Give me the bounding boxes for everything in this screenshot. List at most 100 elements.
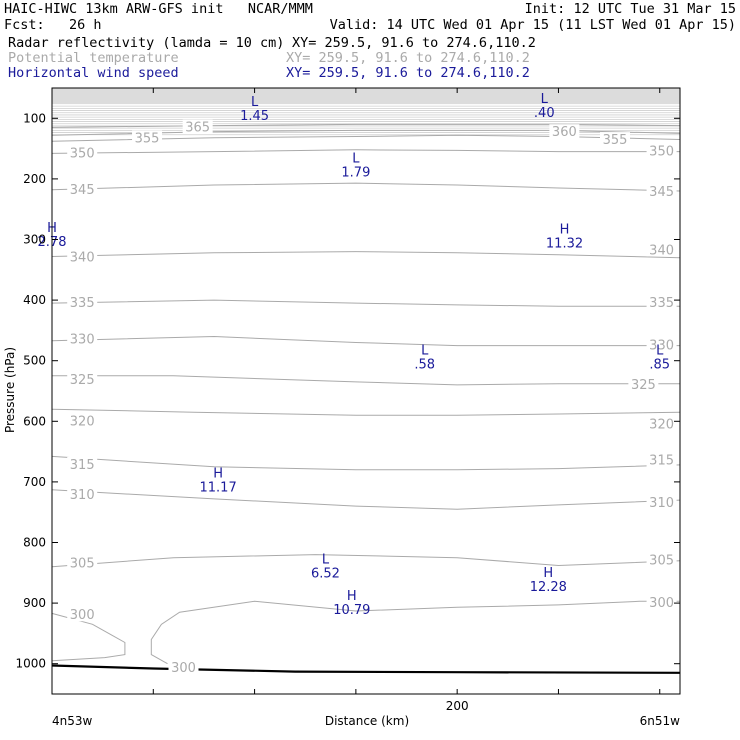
wind-extremum-type: L	[656, 344, 664, 359]
y-axis-label: Pressure (hPa)	[3, 347, 17, 433]
theta-label-bg	[67, 372, 98, 387]
field-wind-xy: XY= 259.5, 91.6 to 274.6,110.2	[286, 65, 530, 81]
theta-label-bg	[599, 132, 630, 147]
wind-extremum-type: H	[560, 222, 570, 237]
theta-label: 360	[552, 125, 577, 140]
wind-extremum-value: 11.17	[200, 481, 237, 496]
wind-extremum-type: L	[421, 344, 429, 359]
plot-frame	[51, 87, 681, 695]
y-tick-label: 1000	[15, 657, 46, 671]
wind-extremum-type: H	[347, 589, 357, 604]
isentrope-335	[51, 299, 680, 307]
theta-label-bg	[646, 337, 677, 352]
wind-extremum-value: 10.79	[333, 603, 370, 618]
theta-label-bg	[646, 242, 677, 257]
theta-label-bg	[549, 124, 580, 139]
field-theta-name: Potential temperature	[8, 50, 179, 66]
theta-label-bg	[628, 376, 659, 391]
y-tick-label: 100	[23, 111, 46, 125]
isentrope-345	[51, 182, 681, 192]
isentrope-340	[51, 251, 681, 259]
wind-extremum-value: 12.28	[530, 580, 567, 595]
theta-label: 320	[649, 417, 674, 432]
field-reflectivity-xy: XY= 259.5, 91.6 to 274.6,110.2	[292, 35, 536, 51]
theta-label-bg	[67, 487, 98, 502]
theta-label-bg	[646, 184, 677, 199]
wind-extremum-value: 1.45	[240, 109, 269, 124]
wind-extremum-type: H	[213, 467, 223, 482]
isentrope-315	[51, 455, 681, 471]
theta-label: 330	[70, 332, 95, 347]
theta-label: 350	[70, 146, 95, 161]
theta-label: 335	[70, 296, 95, 311]
theta-label: 355	[135, 131, 160, 146]
field-wind-name: Horizontal wind speed	[8, 65, 179, 81]
field-theta-xy: XY= 259.5, 91.6 to 274.6,110.2	[286, 50, 530, 66]
theta-label: 305	[649, 554, 674, 569]
theta-label-bg	[67, 555, 98, 570]
wind-extremum-value: .85	[649, 358, 670, 373]
isentrope-310	[51, 489, 681, 510]
theta-label: 325	[70, 373, 95, 388]
forecast-hour: Fcst: 26 h	[4, 17, 102, 33]
theta-label: 340	[649, 243, 674, 258]
isentrope-300	[51, 612, 126, 662]
y-tick-label: 600	[23, 414, 46, 428]
wind-extremum-type: L	[541, 92, 549, 107]
valid-time: Valid: 14 UTC Wed 01 Apr 15 (11 LST Wed …	[329, 17, 736, 33]
theta-label: 320	[70, 414, 95, 429]
theta-label: 350	[649, 145, 674, 160]
isentrope-305	[51, 554, 681, 568]
isentrope-300	[150, 600, 680, 665]
theta-label-bg	[646, 416, 677, 431]
model-title: HAIC-HIWC 13km ARW-GFS init NCAR/MMM	[4, 1, 313, 17]
theta-label-bg	[646, 552, 677, 567]
theta-label: 345	[649, 185, 674, 200]
x-tick-label: 200	[446, 699, 469, 713]
y-tick-label: 400	[23, 293, 46, 307]
theta-label: 365	[185, 120, 210, 135]
x-right-label: 6n51w	[640, 714, 681, 728]
wind-extremum-value: 6.52	[311, 567, 340, 582]
theta-label-bg	[67, 295, 98, 310]
wind-extremum-value: .40	[534, 106, 555, 121]
wind-extremum-value: 11.32	[546, 236, 583, 251]
theta-label: 315	[649, 454, 674, 469]
theta-label-bg	[168, 659, 199, 674]
isentrope-320	[51, 408, 681, 416]
wind-extremum-value: .58	[414, 358, 435, 373]
y-tick-label: 700	[23, 475, 46, 489]
theta-label-bg	[67, 607, 98, 622]
theta-label-bg	[132, 130, 163, 145]
theta-label: 325	[631, 378, 656, 393]
theta-label: 310	[70, 488, 95, 503]
init-time: Init: 12 UTC Tue 31 Mar 15	[524, 1, 736, 17]
field-reflectivity-name: Radar reflectivity (lamda = 10 cm)	[8, 35, 285, 51]
theta-label-bg	[67, 413, 98, 428]
theta-label: 310	[649, 496, 674, 511]
theta-label: 315	[70, 458, 95, 473]
wind-extremum-value: 1.79	[341, 166, 370, 181]
y-tick-label: 500	[23, 354, 46, 368]
y-tick-label: 300	[23, 233, 46, 247]
theta-label-bg	[182, 119, 213, 134]
wind-extremum-type: H	[543, 566, 553, 581]
wind-extremum-type: L	[352, 152, 360, 167]
theta-label: 300	[649, 596, 674, 611]
theta-label-bg	[67, 456, 98, 471]
theta-label: 300	[171, 661, 196, 676]
theta-label-bg	[67, 331, 98, 346]
isentrope-350	[51, 149, 680, 154]
theta-label: 330	[649, 339, 674, 354]
theta-label-bg	[67, 181, 98, 196]
theta-label: 340	[70, 251, 95, 266]
x-axis-label: Distance (km)	[325, 714, 409, 728]
isentrope-325	[52, 375, 680, 386]
theta-label-bg	[646, 495, 677, 510]
theta-label: 345	[70, 183, 95, 198]
theta-label-bg	[646, 295, 677, 310]
theta-label: 300	[70, 608, 95, 623]
x-left-label: 4n53w	[52, 714, 93, 728]
theta-label-bg	[67, 249, 98, 264]
